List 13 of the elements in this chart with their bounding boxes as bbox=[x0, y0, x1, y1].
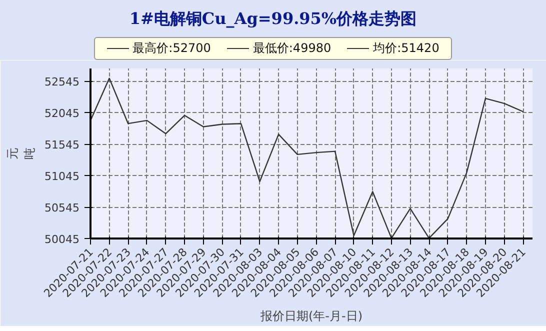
text: 最高价:52700 bbox=[132, 40, 211, 55]
line-series bbox=[90, 78, 524, 238]
text: 最低价:49980 bbox=[252, 40, 332, 55]
x-axis-title: 报价日期(年-月-日) bbox=[259, 309, 363, 324]
y-tick-label: 51545 bbox=[44, 138, 80, 152]
chart-title: 1#电解铜Cu_Ag=99.95%价格走势图 bbox=[128, 8, 418, 30]
y-tick-label: 51045 bbox=[44, 170, 80, 184]
y-tick-label: 50545 bbox=[44, 202, 80, 215]
y-axis-title: 元吨 bbox=[6, 148, 37, 160]
text: 均价:51420 bbox=[372, 40, 440, 55]
y-tick-label: 52045 bbox=[44, 107, 80, 120]
y-tick-label: 50045 bbox=[44, 233, 80, 246]
y-tick-label: 52545 bbox=[44, 76, 80, 89]
